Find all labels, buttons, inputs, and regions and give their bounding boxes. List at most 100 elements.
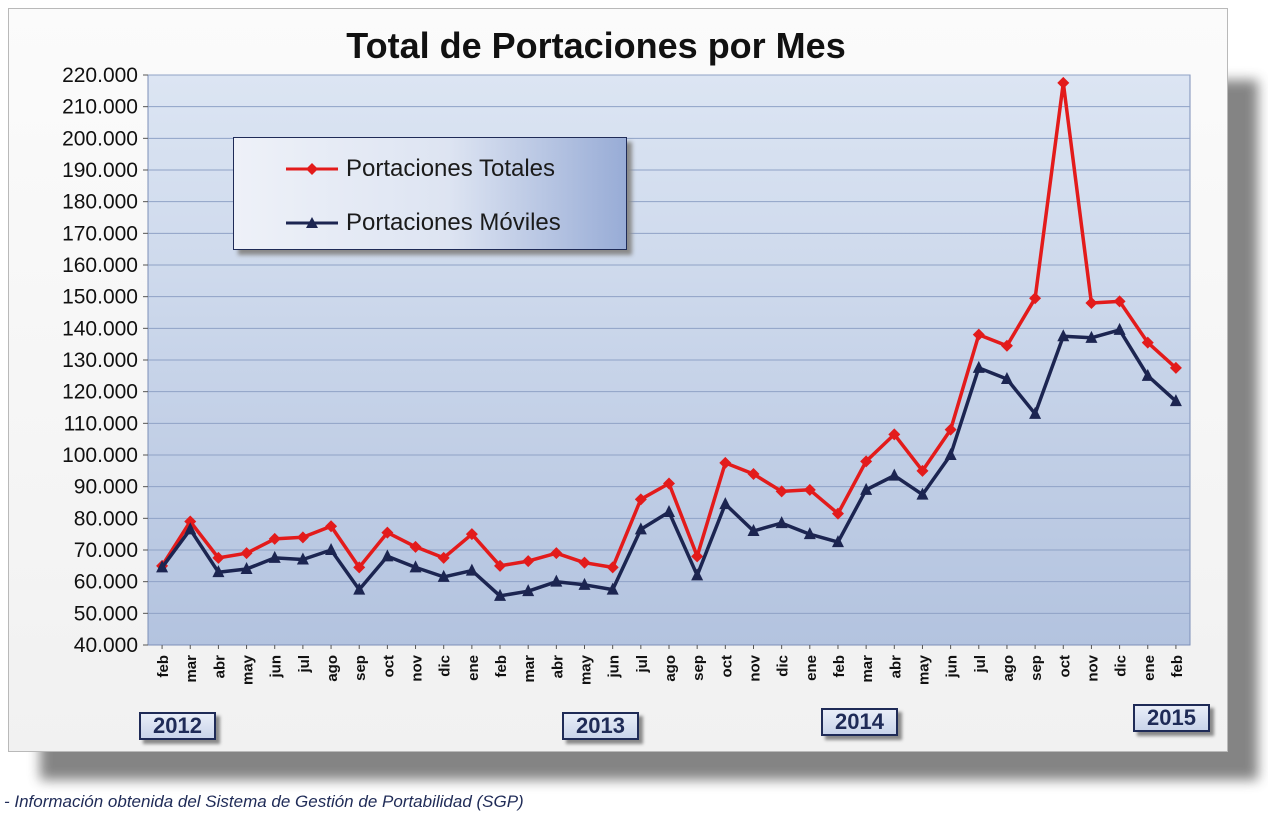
x-tick-label: jun [606,655,623,679]
data-point-total [550,547,563,560]
x-tick-label: oct [1056,655,1073,678]
data-point-total [1000,339,1013,352]
source-footnote: - Información obtenida del Sistema de Ge… [4,792,524,811]
data-point-mobile [860,482,873,495]
data-point-total [888,428,901,441]
data-point-mobile [803,527,816,540]
data-point-total [325,520,338,533]
y-tick-label: 40.000 [74,634,138,657]
data-point-mobile [296,552,309,565]
data-point-total [240,547,253,560]
data-point-total [1113,295,1126,308]
x-tick-label: oct [380,655,397,678]
data-point-total [268,532,281,545]
data-point-mobile [747,524,760,536]
data-point-total [634,493,647,506]
y-tick-label: 140.000 [62,317,138,340]
x-tick-label: jul [634,655,651,674]
x-tick-label: feb [493,655,510,678]
y-tick-label: 150.000 [62,286,138,309]
data-point-total [1085,297,1098,309]
x-tick-label: mar [183,655,200,683]
data-point-total [944,423,957,436]
data-point-mobile [212,565,225,578]
x-tick-label: may [240,654,257,685]
data-point-mobile [634,522,647,535]
y-tick-label: 160.000 [62,254,138,277]
y-tick-label: 220.000 [62,64,138,87]
y-tick-label: 180.000 [62,191,138,214]
data-point-total [972,328,985,341]
x-tick-label: mar [859,655,876,683]
data-point-mobile [578,577,591,590]
x-tick-label: sep [352,655,369,681]
data-point-mobile [606,582,619,595]
data-point-mobile [1141,368,1154,381]
data-point-mobile [972,360,985,373]
x-tick-label: oct [718,655,735,678]
legend-mobile-line-icon [286,217,338,228]
x-tick-label: jun [268,655,285,679]
data-point-mobile [663,505,675,517]
x-tick-label: ago [662,655,679,682]
data-point-total [663,477,675,490]
data-point-total [409,540,422,553]
x-tick-label: nov [1084,654,1101,681]
data-point-total [381,526,394,539]
x-tick-label: ene [465,655,482,681]
x-tick-label: abr [549,655,566,679]
data-point-total [212,551,225,564]
data-point-total [522,555,535,568]
legend-item-total: Portaciones Totales [284,154,555,184]
data-point-mobile [691,568,704,581]
data-point-mobile [409,560,422,573]
x-tick-label: dic [437,655,454,677]
legend-label-mobile: Portaciones Móviles [346,209,561,236]
data-point-mobile [944,448,957,460]
data-point-total [353,561,366,574]
data-point-mobile [240,562,253,574]
data-point-total [437,551,450,564]
data-point-total [860,455,873,468]
data-point-mobile [888,468,901,481]
x-tick-label: ene [1141,655,1158,681]
x-tick-label: sep [690,655,707,681]
x-tick-label: abr [887,655,904,679]
x-tick-label: nov [409,654,426,681]
y-tick-label: 130.000 [62,349,138,372]
y-tick-label: 190.000 [62,159,138,182]
data-point-total [719,456,732,469]
data-point-total [831,507,844,520]
data-point-mobile [437,569,450,582]
y-tick-label: 90.000 [74,476,138,499]
data-point-mobile [156,560,169,573]
data-point-mobile [494,588,507,601]
data-point-total [775,485,788,498]
y-tick-label: 200.000 [62,127,138,150]
data-point-mobile [522,584,535,597]
data-point-total [691,550,704,563]
x-tick-label: feb [155,655,172,678]
data-point-total [184,515,197,528]
year-label-2014: 2014 [821,708,898,736]
data-point-mobile [381,549,394,562]
data-point-mobile [184,522,197,535]
data-point-mobile [325,543,338,555]
data-point-total [916,464,929,477]
data-point-mobile [1057,329,1070,342]
x-tick-label: dic [775,655,792,677]
y-tick-label: 210.000 [62,96,138,119]
year-label-2013: 2013 [562,712,639,740]
data-point-total [1029,292,1042,305]
data-point-mobile [353,582,366,595]
year-label-2012: 2012 [139,712,216,740]
y-tick-label: 50.000 [74,602,138,625]
data-point-mobile [1113,322,1126,335]
data-point-mobile [1169,394,1182,407]
x-tick-label: ene [803,655,820,681]
data-point-mobile [831,535,844,548]
x-tick-label: may [578,654,595,685]
data-point-mobile [465,563,478,576]
data-point-total [296,531,309,544]
x-tick-label: ago [324,655,341,682]
